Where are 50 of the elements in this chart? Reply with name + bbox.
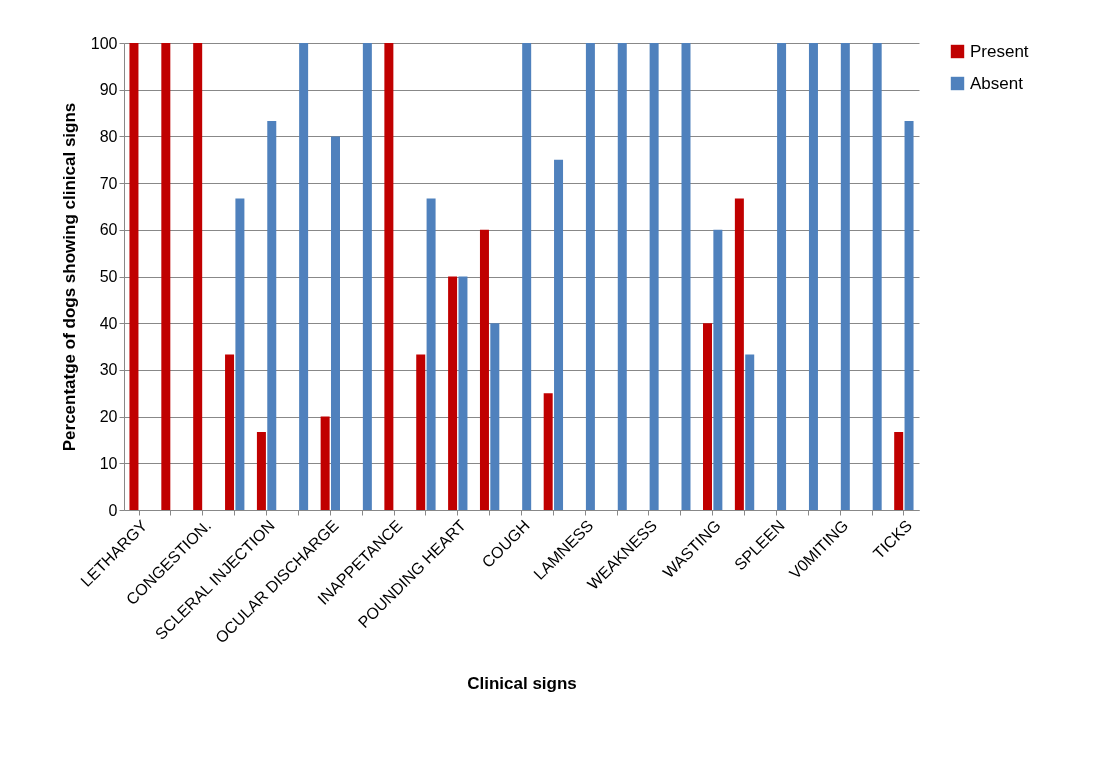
bar — [193, 43, 203, 510]
y-tick-label: 90 — [99, 81, 118, 99]
bar — [703, 323, 712, 510]
bar — [543, 393, 553, 510]
bar — [267, 120, 277, 510]
bar — [585, 43, 595, 510]
bar — [777, 43, 787, 510]
y-axis-title: Percentatge of dogs showing clinical signs — [59, 102, 79, 452]
y-tick-label: 70 — [99, 174, 118, 192]
bar — [299, 43, 309, 510]
bar — [649, 43, 659, 510]
y-tick-label: 40 — [99, 314, 118, 332]
bar — [808, 43, 818, 510]
bar — [384, 43, 394, 510]
y-tick-label: 80 — [99, 127, 118, 145]
bar — [617, 43, 627, 510]
bar — [448, 276, 458, 510]
legend-label: Absent — [970, 73, 1024, 93]
bar — [426, 198, 436, 510]
bar — [894, 432, 904, 510]
bar — [872, 43, 882, 510]
y-tick-label: 100 — [90, 34, 118, 52]
y-tick-label: 50 — [99, 268, 118, 285]
bar — [129, 43, 139, 510]
y-tick-label: 20 — [99, 408, 118, 426]
y-tick-label: 10 — [99, 454, 118, 472]
bar — [458, 276, 468, 510]
bar — [904, 120, 914, 510]
bar — [225, 354, 235, 510]
bar — [416, 354, 426, 510]
bar — [840, 43, 850, 510]
bar — [331, 136, 340, 510]
bar — [745, 354, 755, 510]
y-tick-label: 60 — [99, 221, 118, 239]
bar — [522, 43, 532, 510]
bar — [479, 229, 489, 510]
bar — [161, 43, 171, 510]
x-axis-title: Clinical signs — [467, 674, 577, 694]
bar — [362, 43, 372, 510]
bar — [681, 43, 691, 510]
bar — [734, 198, 744, 510]
bar — [713, 229, 723, 510]
bar — [256, 432, 266, 510]
y-tick-label: 0 — [108, 501, 118, 519]
bar — [320, 416, 330, 510]
bar — [554, 159, 564, 510]
legend-label: Present — [970, 41, 1029, 61]
y-tick-label: 30 — [99, 361, 118, 379]
bar — [490, 323, 500, 510]
bar — [235, 198, 245, 510]
